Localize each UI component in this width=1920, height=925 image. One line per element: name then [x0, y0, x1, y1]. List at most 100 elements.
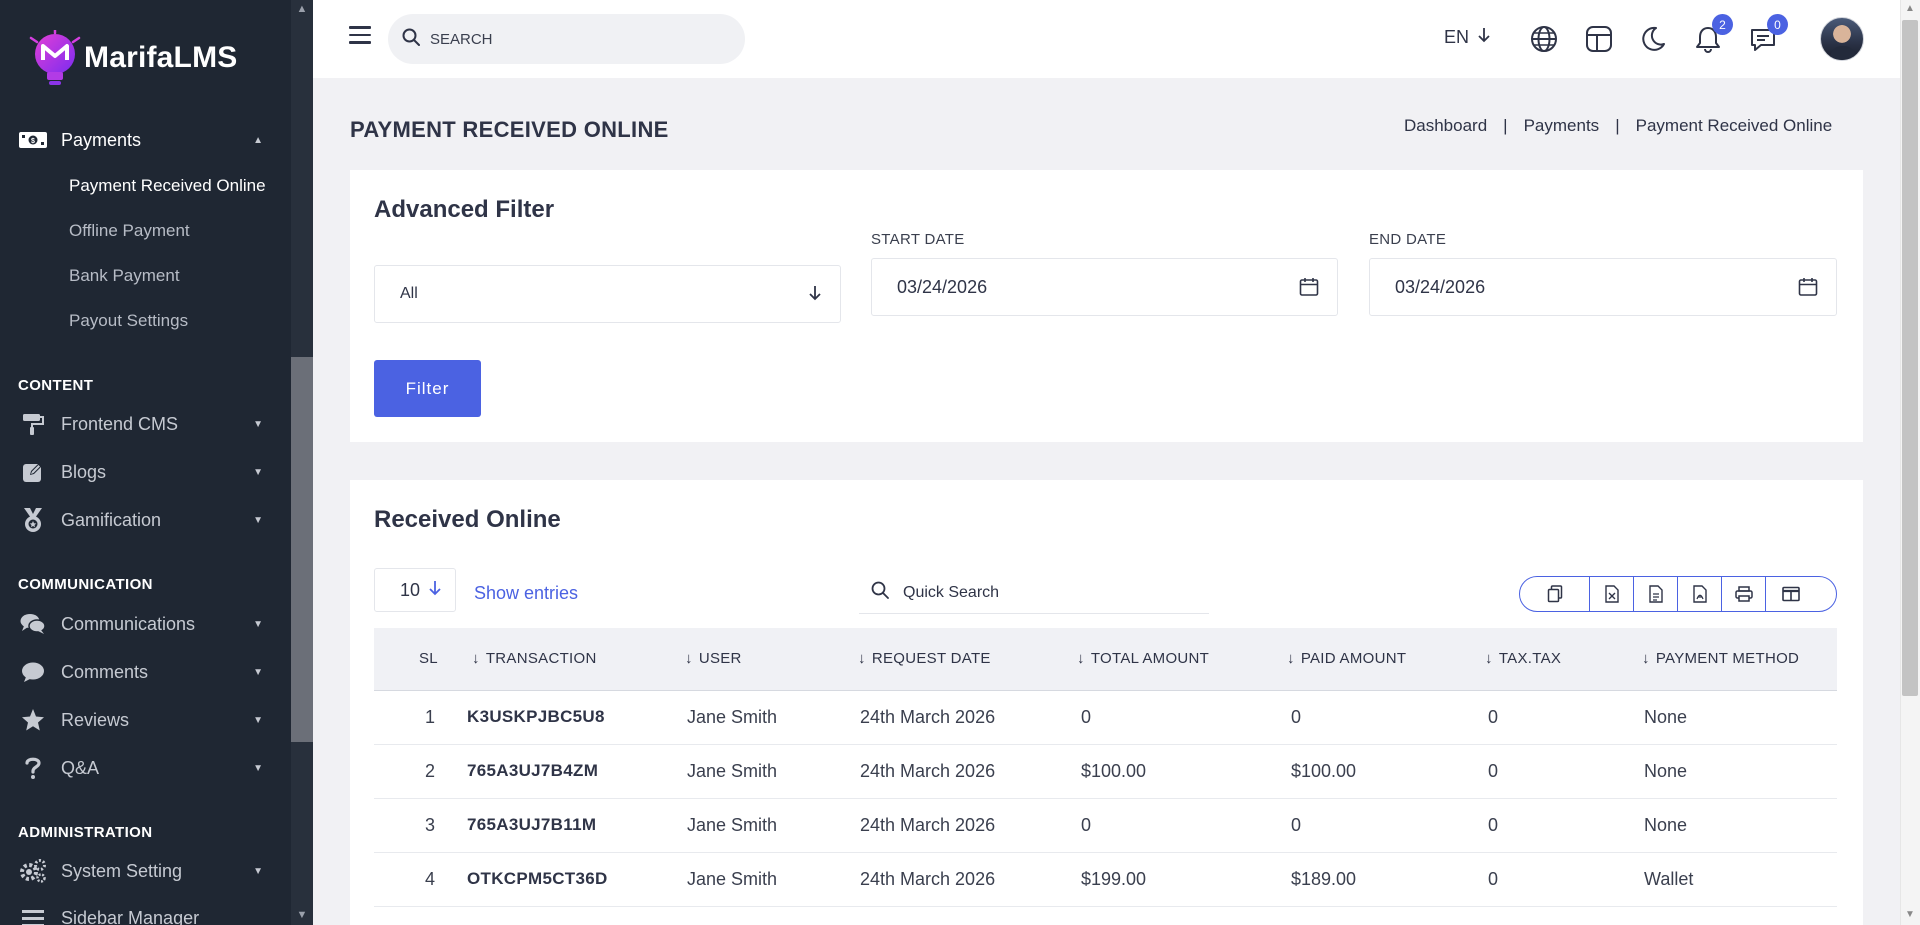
- sidebar-item-communications[interactable]: Communications ▼: [0, 606, 291, 642]
- sidebar-item-frontend-cms[interactable]: Frontend CMS ▼: [0, 406, 291, 442]
- entries-value: 10: [400, 579, 421, 600]
- end-date-input[interactable]: 03/24/2026: [1369, 258, 1837, 316]
- sidebar-scrollbar-thumb[interactable]: [291, 357, 313, 742]
- print-icon[interactable]: [1722, 577, 1766, 611]
- copy-icon[interactable]: [1520, 577, 1590, 611]
- cell-payment-method: None: [1644, 761, 1688, 781]
- column-header-tax[interactable]: ↓ TAX.TAX: [1485, 650, 1561, 667]
- column-header-user[interactable]: ↓ USER: [685, 650, 742, 667]
- sidebar-subitem-offline-payment[interactable]: Offline Payment: [69, 221, 190, 240]
- cell-paid-amount: $100.00: [1291, 761, 1357, 781]
- search-input[interactable]: [430, 30, 720, 48]
- caret-down-icon: ▼: [253, 418, 263, 430]
- cell-paid-amount: 0: [1291, 815, 1302, 835]
- page-title: PAYMENT RECEIVED ONLINE: [350, 117, 669, 142]
- cell-payment-method: None: [1644, 815, 1688, 835]
- cell-request-date: 24th March 2026: [860, 869, 996, 889]
- columns-icon[interactable]: [1766, 577, 1836, 611]
- cell-tax: 0: [1488, 815, 1499, 835]
- end-date-label: END DATE: [1369, 231, 1447, 248]
- sidebar-item-comments[interactable]: Comments ▼: [0, 654, 291, 690]
- page-scroll-up-icon[interactable]: ▲: [1905, 3, 1915, 14]
- cell-payment-method: Wallet: [1644, 869, 1694, 889]
- comment-icon: [18, 661, 48, 683]
- column-header-label: TOTAL AMOUNT: [1090, 650, 1210, 667]
- logo-text: MarifaLMS: [84, 41, 238, 74]
- cell-total-amount: 0: [1081, 815, 1092, 835]
- breadcrumb-dashboard[interactable]: Dashboard: [1404, 116, 1488, 135]
- cell-total-amount: $100.00: [1081, 761, 1147, 781]
- sidebar-item-sidebar-manager[interactable]: Sidebar Manager: [0, 900, 291, 925]
- chat-bubbles-icon: [18, 613, 48, 635]
- cell-tax: 0: [1488, 707, 1499, 727]
- column-header-request-date[interactable]: ↓ REQUEST DATE: [858, 650, 991, 667]
- sidebar-item-gamification[interactable]: Gamification ▼: [0, 502, 291, 538]
- cell-request-date: 24th March 2026: [860, 815, 996, 835]
- layout-icon[interactable]: [1584, 24, 1614, 54]
- global-search[interactable]: [388, 14, 745, 64]
- cell-user: Jane Smith: [687, 707, 778, 727]
- sidebar-subitem-bank-payment[interactable]: Bank Payment: [69, 266, 180, 285]
- calendar-icon[interactable]: [1299, 277, 1319, 302]
- breadcrumb-payments[interactable]: Payments: [1523, 116, 1600, 135]
- column-header-payment-method[interactable]: ↓ PAYMENT METHOD: [1642, 650, 1799, 667]
- cell-total-amount: $199.00: [1081, 869, 1147, 889]
- user-avatar[interactable]: [1820, 17, 1864, 61]
- cell-total-amount: 0: [1081, 707, 1092, 727]
- cell-paid-amount: $189.00: [1291, 869, 1357, 889]
- sidebar-item-reviews[interactable]: Reviews ▼: [0, 702, 291, 738]
- scroll-up-icon[interactable]: ▲: [296, 3, 308, 15]
- hamburger-menu-icon[interactable]: [349, 26, 371, 46]
- breadcrumb-separator: |: [1503, 116, 1508, 135]
- quick-search-input[interactable]: [903, 583, 1183, 602]
- export-buttons-group: [1519, 576, 1837, 612]
- start-date-input[interactable]: 03/24/2026: [871, 258, 1338, 316]
- pdf-file-icon[interactable]: [1678, 577, 1722, 611]
- sidebar-item-payments[interactable]: $ Payments ▲: [0, 122, 291, 158]
- question-icon: [18, 756, 48, 780]
- search-icon: [402, 28, 420, 51]
- sidebar-subitem-payment-received-online[interactable]: Payment Received Online: [69, 176, 266, 195]
- filter-select[interactable]: All: [374, 265, 841, 323]
- filter-button[interactable]: Filter: [374, 360, 481, 417]
- sidebar: MarifaLMS $ Payments ▲ Payment Received …: [0, 0, 313, 925]
- caret-down-icon: ▼: [253, 666, 263, 678]
- arrow-down-icon: [808, 284, 822, 307]
- scroll-down-icon[interactable]: ▼: [296, 909, 308, 921]
- entries-per-page-select[interactable]: 10: [374, 568, 456, 612]
- cell-tax: 0: [1488, 761, 1499, 781]
- logo[interactable]: MarifaLMS: [28, 28, 238, 88]
- column-header-paid-amount[interactable]: ↓ PAID AMOUNT: [1287, 650, 1406, 667]
- column-header-sl[interactable]: SL: [419, 650, 438, 667]
- caret-down-icon: ▼: [253, 865, 263, 877]
- sort-arrow-icon: ↓: [1287, 650, 1295, 667]
- excel-file-icon[interactable]: [1590, 577, 1634, 611]
- sort-arrow-icon: ↓: [1077, 650, 1085, 667]
- page-scrollbar-thumb[interactable]: [1902, 20, 1918, 696]
- start-date-value: 03/24/2026: [897, 276, 988, 297]
- sidebar-subitem-payout-settings[interactable]: Payout Settings: [69, 311, 189, 330]
- column-header-transaction[interactable]: ↓ TRANSACTION: [472, 650, 597, 667]
- medal-icon: [18, 507, 48, 533]
- globe-icon[interactable]: [1529, 24, 1559, 54]
- arrow-down-icon: [1477, 27, 1491, 48]
- section-title-communication: COMMUNICATION: [18, 576, 153, 593]
- cell-sl: 2: [425, 761, 436, 781]
- csv-file-icon[interactable]: [1634, 577, 1678, 611]
- sidebar-item-blogs[interactable]: Blogs ▼: [0, 454, 291, 490]
- column-header-total-amount[interactable]: ↓ TOTAL AMOUNT: [1077, 650, 1209, 667]
- language-selector[interactable]: EN: [1444, 27, 1491, 48]
- messages-chat-icon[interactable]: 0: [1748, 14, 1788, 54]
- table-row: 1 K3USKPJBC5U8 Jane Smith 24th March 202…: [374, 691, 1837, 745]
- sidebar-item-qa[interactable]: Q&A ▼: [0, 750, 291, 786]
- quick-search[interactable]: [859, 572, 1209, 614]
- paint-roller-icon: [18, 412, 48, 436]
- notifications-bell-icon[interactable]: 2: [1693, 14, 1733, 54]
- sort-arrow-icon: ↓: [1642, 650, 1650, 667]
- sidebar-item-label: Gamification: [61, 509, 162, 530]
- caret-down-icon: ▼: [253, 714, 263, 726]
- page-scroll-down-icon[interactable]: ▼: [1905, 909, 1915, 920]
- dark-mode-moon-icon[interactable]: [1638, 24, 1668, 54]
- sidebar-item-system-setting[interactable]: System Setting ▼: [0, 853, 291, 889]
- calendar-icon[interactable]: [1798, 277, 1818, 302]
